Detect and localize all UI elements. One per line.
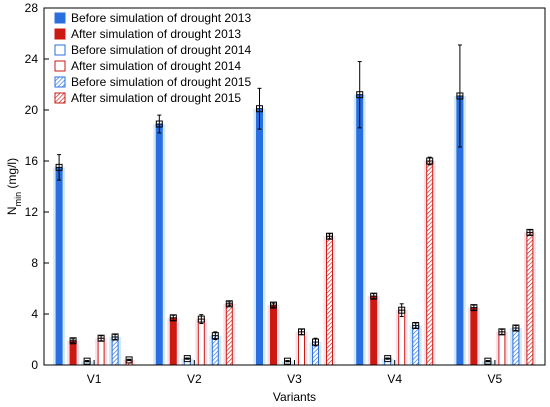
y-tick-label: 28 [25, 1, 39, 15]
axes-layer: 0 4 8 12 16 20 24 28 V1 V2 V3 V4 V5 [25, 1, 503, 386]
bar [398, 309, 406, 366]
bar [426, 160, 434, 366]
bar [470, 307, 478, 366]
legend-swatch [54, 76, 66, 88]
bar [97, 337, 105, 366]
y-tick-label: 16 [25, 154, 39, 168]
bar [412, 324, 420, 366]
y-tick-label: 4 [31, 307, 38, 321]
x-axis-title: Variants [273, 390, 316, 404]
bar [356, 94, 364, 366]
bar [169, 317, 177, 366]
legend-swatch [54, 92, 66, 104]
legend-swatch [54, 28, 66, 40]
legend-swatch [54, 44, 66, 56]
y-tick-label: 0 [31, 358, 38, 372]
legend-label: After simulation of drought 2013 [71, 27, 241, 41]
x-tick-label: V3 [287, 372, 302, 386]
x-tick-label: V5 [488, 372, 503, 386]
bar [55, 166, 63, 366]
bar [225, 303, 233, 366]
legend-label: Before simulation of drought 2013 [71, 11, 251, 25]
bar [526, 231, 534, 366]
y-axis-title-main: N [5, 206, 19, 215]
legend-label: Before simulation of drought 2015 [71, 75, 251, 89]
bar [498, 331, 506, 366]
legend-swatch [54, 12, 66, 24]
x-tick-label: V1 [87, 372, 102, 386]
bar [197, 318, 205, 366]
legend-label: Before simulation of drought 2014 [71, 43, 251, 57]
bar [256, 108, 263, 366]
bar [298, 331, 305, 366]
x-tick-label: V2 [187, 372, 202, 386]
y-tick-label: 12 [25, 205, 39, 219]
x-tick-label: V4 [387, 372, 402, 386]
bar [326, 235, 333, 366]
y-axis-title: Nmin (mg/l) [5, 158, 23, 215]
y-tick-label: 24 [25, 52, 39, 66]
y-axis-title-unit: (mg/l) [5, 158, 19, 192]
bar [155, 123, 163, 366]
y-tick-label: 20 [25, 103, 39, 117]
bar [111, 336, 119, 366]
y-tick-label: 8 [31, 256, 38, 270]
y-axis-title-sub: min [13, 192, 23, 207]
bar [370, 295, 378, 366]
legend-label: After simulation of drought 2015 [71, 91, 241, 105]
legend: Before simulation of drought 2013 After s… [54, 11, 251, 105]
bar [211, 335, 219, 366]
bar [69, 340, 77, 366]
legend-swatch [54, 60, 66, 72]
bar [270, 304, 277, 366]
bar [512, 327, 520, 366]
legend-label: After simulation of drought 2014 [71, 59, 241, 73]
